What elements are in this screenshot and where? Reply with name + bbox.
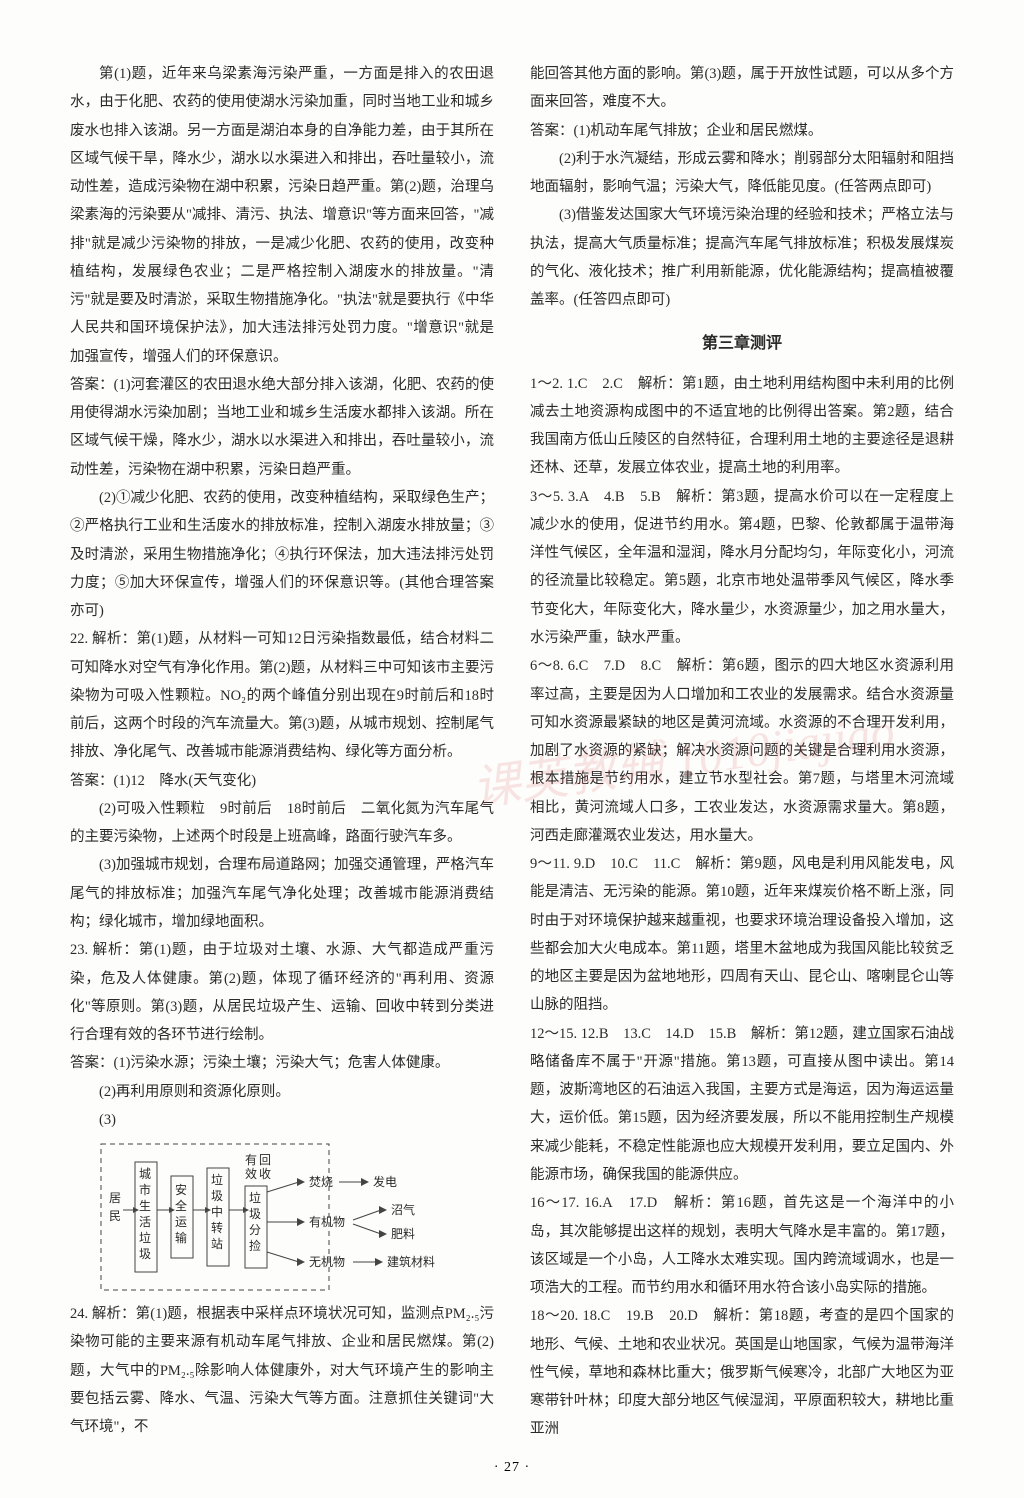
svg-text:圾: 圾 — [139, 1247, 151, 1261]
q23-answer2: (2)再利用原则和资源化原则。 — [70, 1078, 494, 1106]
q23-analysis: 23. 解析：第(1)题，由于垃圾对土壤、水源、大气都造成严重污染，危及人体健康… — [70, 936, 494, 1049]
diagram-b2b: 沼气 — [391, 1202, 415, 1217]
svg-text:垃: 垃 — [139, 1230, 151, 1245]
svg-text:生: 生 — [139, 1199, 151, 1213]
left-column: 第(1)题，近年来乌梁素海污染严重，一方面是排入的农田退水，由于化肥、农药的使用… — [70, 60, 494, 1458]
q23-answer3-label: (3) — [70, 1106, 494, 1134]
page-number: · 27 · — [0, 1460, 1024, 1476]
diagram-b1a: 焚烧 — [309, 1175, 333, 1189]
svg-text:垃: 垃 — [249, 1190, 261, 1205]
q24-analysis: 24. 解析：第(1)题，根据表中采样点环境状况可知，监测点PM₂.₅污染物可能… — [70, 1300, 494, 1441]
diagram-col1b: 民 — [109, 1209, 121, 1223]
set1-2: 1～2. 1.C 2.C 解析：第1题，由土地利用结构图中未利用的比例减去土地资… — [530, 370, 954, 483]
set3-5: 3～5. 3.A 4.B 5.B 解析：第3题，提高水价可以在一定程度上减少水的… — [530, 483, 954, 653]
svg-text:捡: 捡 — [249, 1238, 261, 1253]
right-answer3: (3)借鉴发达国家大气环境污染治理的经验和技术；严格立法与执法，提高大气质量标准… — [530, 201, 954, 314]
set6-8: 6～8. 6.C 7.D 8.C 解析：第6题，图示的四大地区水资源利用率过高，… — [530, 652, 954, 850]
diagram-b3a: 无机物 — [309, 1255, 345, 1269]
right-answer1: 答案：(1)机动车尾气排放；企业和居民燃煤。 — [530, 117, 954, 145]
diagram-b3b: 建筑材料 — [387, 1254, 435, 1269]
svg-text:圾: 圾 — [249, 1207, 261, 1221]
diagram-b2a: 有机物 — [309, 1215, 345, 1229]
svg-text:全: 全 — [175, 1198, 187, 1213]
svg-text:安: 安 — [175, 1182, 187, 1197]
right-p1: 能回答其他方面的影响。第(3)题，属于开放性试题，可以从多个方面来回答，难度不大… — [530, 60, 954, 117]
svg-text:垃: 垃 — [211, 1172, 223, 1187]
q22-answer1: 答案：(1)12 降水(天气变化) — [70, 767, 494, 795]
q22-answer2: (2)可吸入性颗粒 9时前后 18时前后 二氧化氮为汽车尾气的主要污染物，上述两… — [70, 795, 494, 852]
set12-15: 12～15. 12.B 13.C 14.D 15.B 解析：第12题，建立国家石… — [530, 1020, 954, 1190]
set18-20: 18～20. 18.C 19.B 20.D 解析：第18题，考查的是四个国家的地… — [530, 1302, 954, 1443]
chapter3-title: 第三章测评 — [530, 328, 954, 359]
q22-answer3: (3)加强城市规划，合理布局道路网；加强交通管理，严格汽车尾气的排放标准；加强汽… — [70, 851, 494, 936]
svg-text:活: 活 — [139, 1215, 151, 1229]
flow-diagram: 居 民 城市生 活垃圾 安全运输 垃圾中 转站 — [99, 1142, 494, 1292]
svg-text:输: 输 — [175, 1230, 187, 1245]
q23-answer1: 答案：(1)污染水源；污染土壤；污染大气；危害人体健康。 — [70, 1049, 494, 1077]
q22-analysis: 22. 解析：第(1)题，从材料一可知12日污染指数最低，结合材料二可知降水对空… — [70, 625, 494, 766]
svg-text:收: 收 — [259, 1167, 271, 1181]
svg-text:分: 分 — [249, 1223, 261, 1237]
answer-text: 答案：(1)河套灌区的农田退水绝大部分排入该湖，化肥、农药的使用使得湖水污染加剧… — [70, 371, 494, 484]
svg-text:市: 市 — [139, 1182, 151, 1197]
svg-text:有: 有 — [245, 1153, 257, 1167]
svg-text:转: 转 — [211, 1220, 223, 1235]
svg-text:站: 站 — [211, 1237, 223, 1251]
explanation-text: 第(1)题，近年来乌梁素海污染严重，一方面是排入的农田退水，由于化肥、农药的使用… — [70, 60, 494, 371]
diagram-col1: 居 — [109, 1191, 121, 1205]
svg-text:运: 运 — [175, 1215, 187, 1229]
right-answer2: (2)利于水汽凝结，形成云雾和降水；削弱部分太阳辐射和阻挡地面辐射，影响气温；污… — [530, 145, 954, 202]
set9-11: 9～11. 9.D 10.C 11.C 解析：第9题，风电是利用风能发电，风能是… — [530, 850, 954, 1020]
svg-text:圾: 圾 — [211, 1189, 223, 1203]
answer-sub2: (2)①减少化肥、农药的使用，改变种植结构，采取绿色生产；②严格执行工业和生活废… — [70, 484, 494, 625]
two-column-layout: 第(1)题，近年来乌梁素海污染严重，一方面是排入的农田退水，由于化肥、农药的使用… — [70, 60, 954, 1458]
svg-text:中: 中 — [211, 1204, 223, 1219]
set16-17: 16～17. 16.A 17.D 解析：第16题，首先这是一个海洋中的小岛，其次… — [530, 1189, 954, 1302]
diagram-b1b: 发电 — [373, 1174, 397, 1189]
diagram-b2c: 肥料 — [391, 1227, 415, 1241]
svg-text:回: 回 — [259, 1153, 271, 1167]
svg-text:效: 效 — [245, 1166, 257, 1181]
right-column: 能回答其他方面的影响。第(3)题，属于开放性试题，可以从多个方面来回答，难度不大… — [530, 60, 954, 1458]
svg-text:城: 城 — [139, 1167, 151, 1181]
